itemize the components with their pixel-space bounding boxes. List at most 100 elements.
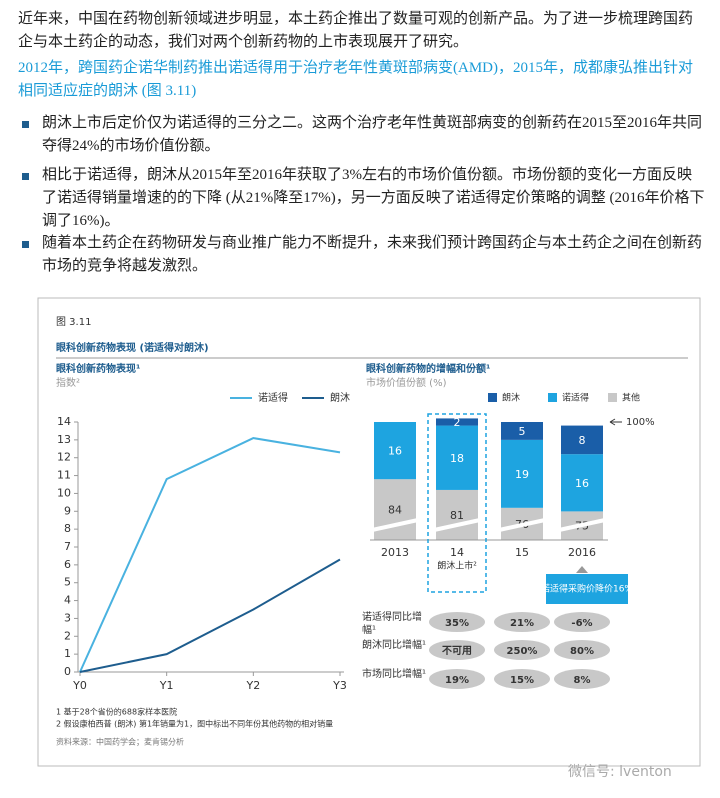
table-cell: 80% [570,646,594,657]
data-label: 16 [575,477,589,490]
bullet-icon [22,121,29,128]
x-tick-label: 2013 [381,546,409,559]
y-tick-label: 10 [57,486,71,499]
annotation: 朗沐上市² [437,560,477,572]
x-tick-label: 14 [450,546,464,559]
row-label: 朗沐同比增幅¹ [362,640,427,651]
table-cell-bg [429,640,485,660]
figure-label: 图 3.11 [56,316,91,328]
x-tick-label: Y2 [245,679,260,692]
bullet-icon [22,173,29,180]
data-label: 18 [450,452,464,465]
bar-segment [561,425,603,455]
data-label: 81 [450,509,464,522]
legend-label: 诺适得 [562,392,589,404]
row-label: 市场同比增幅¹ [362,669,427,680]
legend-label: 朗沐 [330,391,350,404]
x-tick-label: Y3 [332,679,347,692]
table-cell: 21% [510,618,534,629]
bar-segment [501,439,543,508]
table-cell: 不可用 [442,645,472,657]
legend-swatch [608,393,617,402]
y-tick-label: 9 [64,504,71,517]
table-cell-bg [554,612,610,632]
table-cell-bg [429,669,485,689]
row-label: 诺适得同比增幅¹ [362,612,422,636]
bullet-icon [22,241,29,248]
table-cell: 15% [510,675,534,686]
annotation: 诺适得采购价降价16% [541,583,633,595]
table-cell: 35% [445,618,469,629]
x-tick-label: 15 [515,546,529,559]
y-tick-label: 3 [64,611,71,624]
bar-segment [561,454,603,512]
intro: 近年来，中国在药物创新领域进步明显，本土药企推出了数量可观的创新产品。为了进一步… [18,11,694,50]
bullet: 随着本土药企在药物研发与商业推广能力不断提升，未来我们预计跨国药企与本土药企之间… [42,235,703,274]
data-label: 16 [388,445,402,458]
bar-segment [501,422,543,440]
axis-break [558,518,606,532]
subtitle: 2012年，跨国药企诺华制药推出诺适得用于治疗老年性黄斑部病变(AMD)，201… [18,60,693,99]
callout-pointer [576,566,588,573]
y-tick-label: 5 [64,576,71,589]
y-tick-label: 11 [57,469,71,482]
line [79,437,341,673]
y-tick-label: 0 [64,665,71,678]
y-tick-label: 4 [64,594,71,607]
table-cell-bg [554,669,610,689]
table-cell-bg [429,612,485,632]
table-cell: 8% [574,675,591,686]
y-tick-label: 2 [64,629,71,642]
legend-swatch [548,393,557,402]
y-tick-label: 14 [57,415,71,428]
footnote: 2 假设康柏西普 (朗沐) 第1年销量为1，图中标出不同年份其他药物的相对销量 [56,719,333,729]
legend-swatch [488,393,497,402]
table-cell-bg [494,612,550,632]
callout [546,574,628,604]
bar-segment [436,489,478,540]
bar-segment [374,422,416,480]
y-tick-label: 6 [64,558,71,571]
data-label: 5 [519,425,526,438]
bar-segment [436,425,478,490]
highlight-box [427,413,487,593]
data-label: 8 [579,434,586,447]
x-tick-label: Y1 [159,679,174,692]
source: 资料来源：中国药学会；麦肯锡分析 [56,737,184,747]
x-tick-label: 2016 [568,546,596,559]
y-tick-label: 12 [57,451,71,464]
y-tick-label: 1 [64,647,71,660]
axis-break [498,518,546,532]
data-label: 19 [515,468,529,481]
x-tick-label: Y0 [72,679,87,692]
footnote: 1 基于28个省份的688家样本医院 [56,707,177,717]
legend-label: 诺适得 [258,392,288,404]
annotation: 100% [626,417,655,428]
chart-title: 眼科创新药物的增幅和份额¹ [366,362,490,375]
table-cell-bg [494,669,550,689]
table-cell-bg [494,640,550,660]
line [79,558,341,673]
watermark: 微信号: lventon [568,764,672,780]
y-tick-label: 13 [57,433,71,446]
table-cell: 250% [507,646,538,657]
bar-segment [436,418,478,426]
table-cell: 19% [445,675,469,686]
table-cell: -6% [571,618,592,629]
chart-subtitle: 市场价值份额 (%) [366,376,447,389]
legend-label: 其他 [622,392,640,404]
figure-title: 眼科创新药物表现 (诺适得对朗沐) [56,341,209,354]
y-tick-label: 7 [64,540,71,553]
data-label: 84 [388,504,402,517]
data-label: 2 [454,416,461,429]
legend-label: 朗沐 [502,392,520,404]
axis-break [433,518,481,532]
chart-title: 眼科创新药物表现¹ [56,362,140,375]
bullet: 朗沐上市后定价仅为诺适得的三分之二。这两个治疗老年性黄斑部病变的创新药在2015… [42,115,703,154]
chart-subtitle: 指数² [56,376,80,389]
y-tick-label: 8 [64,522,71,535]
annotation-arrow [609,418,622,426]
table-cell-bg [554,640,610,660]
